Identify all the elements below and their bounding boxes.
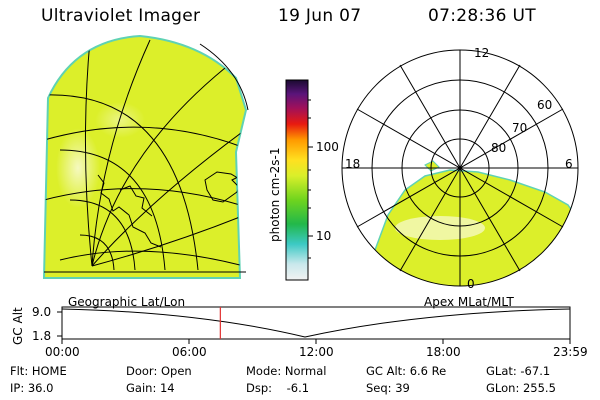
info-door: Door: Open <box>126 364 192 378</box>
polar-hour-12: 12 <box>474 46 490 60</box>
header-time: 07:28:36 UT <box>428 6 536 26</box>
info-mode: Mode: Normal <box>246 364 327 378</box>
polar-lat-70: 70 <box>512 121 528 135</box>
polar-plot <box>341 49 579 287</box>
caption-apex: Apex MLat/MLT <box>424 295 514 309</box>
colorbar-tick-100: 100 <box>316 140 339 154</box>
colorbar-tick-10: 10 <box>316 229 332 243</box>
info-dsp: Dsp: -6.1 <box>246 381 310 395</box>
orbit-xtick-0600: 06:00 <box>172 345 207 359</box>
app-title: Ultraviolet Imager <box>41 6 201 26</box>
orbit-ytick-bottom: 1.8 <box>32 329 52 343</box>
orbit-xtick-1800: 18:00 <box>426 345 461 359</box>
colorbar-unit-label: photon cm-2s-1 <box>268 147 282 243</box>
info-gc-alt: GC Alt: 6.6 Re <box>366 364 447 378</box>
polar-lat-80: 80 <box>491 141 507 155</box>
header-date: 19 Jun 07 <box>278 6 362 26</box>
polar-lat-60: 60 <box>537 98 553 112</box>
orbit-xtick-0000: 00:00 <box>45 345 80 359</box>
info-ip: IP: 36.0 <box>10 381 54 395</box>
orbit-plot <box>57 306 571 344</box>
polar-hour-0: 0 <box>467 277 475 291</box>
polar-hour-6: 6 <box>565 157 573 171</box>
info-glon: GLon: 255.5 <box>486 381 556 395</box>
geographic-image <box>42 34 249 279</box>
info-glat: GLat: -67.1 <box>486 364 551 378</box>
info-seq: Seq: 39 <box>366 381 410 395</box>
orbit-xtick-1200: 12:00 <box>299 345 334 359</box>
caption-geographic: Geographic Lat/Lon <box>68 295 186 309</box>
info-flt: Flt: HOME <box>10 364 67 378</box>
orbit-ytick-top: 9.0 <box>32 305 52 319</box>
polar-hour-18: 18 <box>345 157 361 171</box>
orbit-xtick-2359: 23:59 <box>553 345 588 359</box>
info-gain: Gain: 14 <box>126 381 175 395</box>
orbit-ylabel: GC Alt <box>11 307 25 345</box>
colorbar <box>285 79 313 281</box>
